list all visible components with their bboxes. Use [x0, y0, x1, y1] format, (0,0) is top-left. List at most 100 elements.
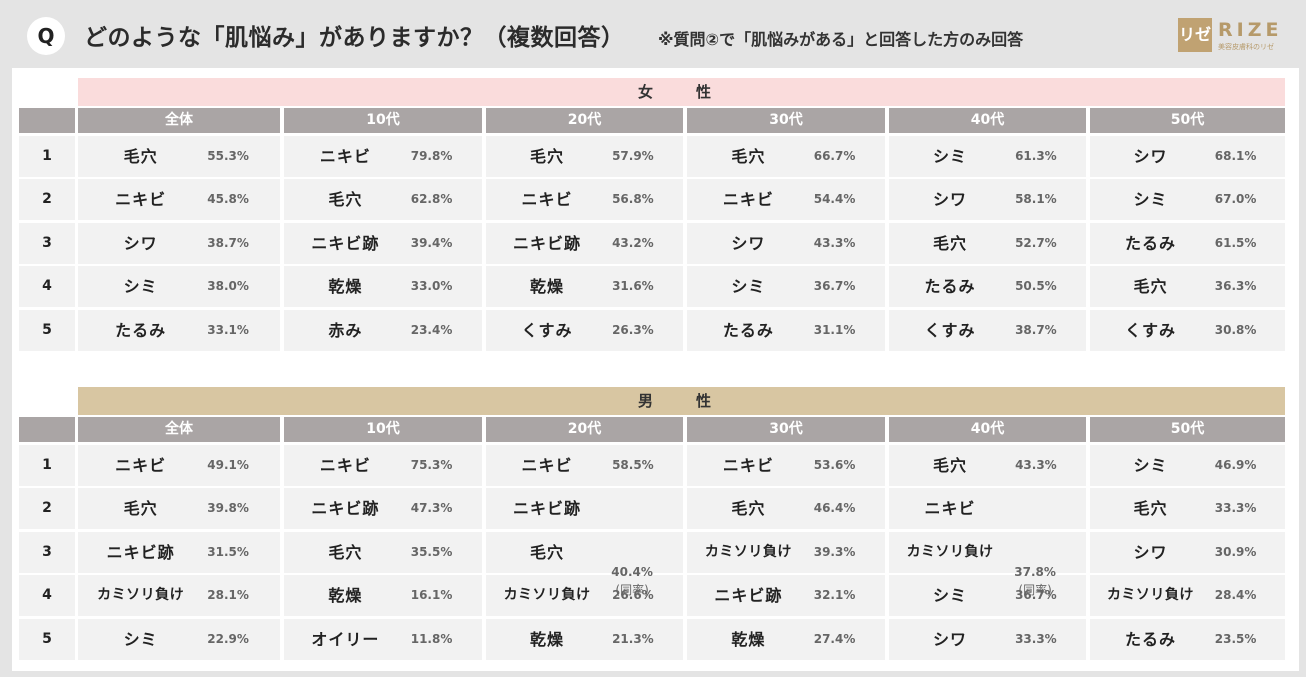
concern-term: ニキビ跡	[106, 542, 175, 562]
table-section: 女 性全体 10代 20代 30代 40代 50代 1 毛穴 55.3% ニキビ 79.8% 毛穴 57…	[12, 78, 1299, 355]
concern-term: ニキビ	[319, 455, 371, 475]
concern-term: オイリー	[311, 629, 380, 649]
percentage-value: 27.4%	[813, 631, 856, 646]
concern-term: ニキビ跡	[714, 586, 783, 605]
rank-label: 3	[19, 222, 75, 264]
concern-term: シミ	[731, 277, 766, 296]
concern-term: シミ	[933, 586, 968, 605]
ranking-cell: ニキビ跡 43.2%	[486, 222, 683, 264]
percentage-value: 50.5%	[1015, 279, 1057, 293]
ranking-cell: シミ 36.7%	[889, 575, 1086, 616]
concern-term: シミ	[1133, 455, 1168, 475]
percentage-value: 28.1%	[207, 588, 249, 602]
percentage-value: 46.9%	[1214, 457, 1257, 472]
percentage-value: 55.3%	[207, 148, 249, 163]
ranking-cell: カミソリ負け	[889, 531, 1086, 573]
percentage-value: 31.6%	[612, 279, 654, 293]
concern-term: 毛穴	[731, 146, 766, 166]
concern-term: ニキビ	[924, 499, 976, 518]
ranking-cell: カミソリ負け 28.1%	[78, 575, 280, 616]
ranking-cell: くすみ 38.7%	[889, 309, 1086, 351]
percentage-value: 68.1%	[1214, 148, 1257, 163]
question-title: どのような「肌悩み」がありますか？（複数回答）	[84, 25, 625, 51]
percentage-value: 31.1%	[813, 322, 856, 337]
ranking-cell: ニキビ 53.6%	[687, 444, 885, 486]
ranking-cell: 毛穴 36.3%	[1090, 266, 1285, 307]
percentage-value: 39.8%	[207, 501, 249, 515]
concern-term: シワ	[1133, 542, 1168, 562]
rank-label: 3	[19, 531, 75, 573]
logo-mark: リゼ	[1178, 18, 1212, 52]
concern-term: カミソリ負け	[1106, 587, 1194, 603]
percentage-value: 32.1%	[813, 588, 856, 602]
ranking-cell: ニキビ 75.3%	[284, 444, 482, 486]
rank-label: 2	[19, 488, 75, 529]
percentage-value: 79.8%	[410, 148, 453, 163]
percentage-value: 36.3%	[1214, 279, 1257, 293]
gender-header: 男 性	[78, 387, 1285, 415]
concern-term: 乾燥	[328, 586, 363, 605]
concern-term: カミソリ負け	[704, 543, 792, 560]
ranking-cell: ニキビ跡 31.5%	[78, 531, 280, 573]
ranking-cell: ニキビ 45.8%	[78, 179, 280, 220]
ranking-cell: 毛穴 55.3%	[78, 135, 280, 177]
ranking-cell: 毛穴 43.3%	[889, 444, 1086, 486]
concern-term: 毛穴	[933, 455, 968, 475]
ranking-cell: くすみ 30.8%	[1090, 309, 1285, 351]
concern-term: カミソリ負け	[906, 543, 994, 560]
concern-term: カミソリ負け	[97, 587, 185, 603]
percentage-value: 47.3%	[410, 501, 453, 515]
logo-subtext: 美容皮膚科のリゼ	[1218, 43, 1274, 51]
tie-percentage: 40.4%	[611, 564, 653, 579]
concern-term: シミ	[1133, 190, 1168, 209]
ranking-cell: くすみ 26.3%	[486, 309, 683, 351]
percentage-value: 39.4%	[410, 235, 453, 250]
percentage-value: 58.1%	[1015, 192, 1057, 206]
percentage-value: 75.3%	[410, 457, 453, 472]
percentage-value: 33.1%	[207, 322, 249, 337]
concern-term: たるみ	[924, 277, 976, 296]
concern-term: シミ	[123, 629, 158, 649]
ranking-cell: たるみ 23.5%	[1090, 618, 1285, 660]
ranking-cell: 毛穴	[486, 531, 683, 573]
ranking-cell: 乾燥 21.3%	[486, 618, 683, 660]
percentage-value: 54.4%	[813, 192, 856, 206]
percentage-value: 11.8%	[410, 631, 453, 646]
ranking-cell: ニキビ 79.8%	[284, 135, 482, 177]
ranking-cell: 毛穴 52.7%	[889, 222, 1086, 264]
percentage-value: 56.8%	[612, 192, 654, 206]
percentage-value: 61.3%	[1015, 148, 1057, 163]
concern-term: 毛穴	[1133, 277, 1168, 296]
tie-percentage: 37.8%	[1014, 564, 1056, 579]
column-header-5: 50代	[1090, 417, 1285, 442]
ranking-cell: 赤み 23.4%	[284, 309, 482, 351]
concern-term: 毛穴	[328, 542, 363, 562]
ranking-cell: シワ 30.9%	[1090, 531, 1285, 573]
brand-logo: リゼ RIZE 美容皮膚科のリゼ	[1178, 18, 1290, 52]
ranking-cell: シミ 38.0%	[78, 266, 280, 307]
ranking-cell: シミ 36.7%	[687, 266, 885, 307]
column-header-1: 10代	[284, 108, 482, 133]
ranking-cell: 毛穴 46.4%	[687, 488, 885, 529]
ranking-cell: ニキビ 54.4%	[687, 179, 885, 220]
concern-term: ニキビ	[521, 190, 573, 209]
percentage-value: 52.7%	[1015, 235, 1057, 250]
ranking-cell: ニキビ跡 47.3%	[284, 488, 482, 529]
percentage-value: 23.4%	[410, 322, 453, 337]
percentage-value: 43.3%	[813, 235, 856, 250]
ranking-cell: 乾燥 31.6%	[486, 266, 683, 307]
ranking-cell: 毛穴 62.8%	[284, 179, 482, 220]
ranking-cell: ニキビ跡 39.4%	[284, 222, 482, 264]
concern-term: 乾燥	[530, 277, 565, 296]
concern-term: 乾燥	[328, 277, 363, 296]
rank-label: 1	[19, 444, 75, 486]
ranking-cell: 乾燥 16.1%	[284, 575, 482, 616]
column-header-0: 全体	[78, 417, 280, 442]
concern-term: 毛穴	[731, 499, 766, 518]
ranking-cell: たるみ 33.1%	[78, 309, 280, 351]
concern-term: たるみ	[1124, 233, 1176, 253]
percentage-value: 33.0%	[410, 279, 453, 293]
percentage-value: 46.4%	[813, 501, 856, 515]
rank-column-header	[19, 417, 75, 442]
percentage-value: 57.9%	[612, 148, 654, 163]
